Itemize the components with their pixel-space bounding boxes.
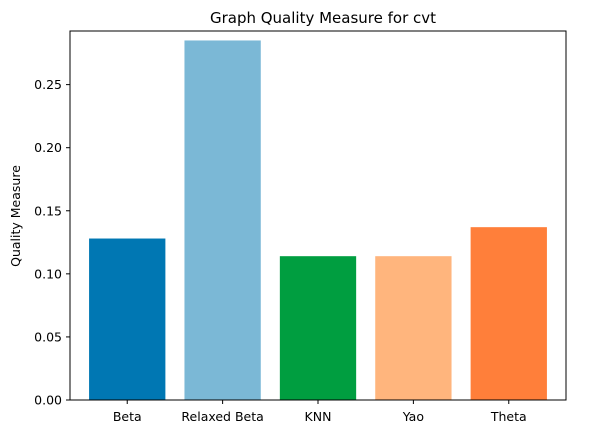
y-tick-label: 0.10 (34, 266, 62, 281)
bar-theta (470, 227, 547, 400)
x-axis-ticks: Beta Relaxed Beta KNN Yao Theta (113, 400, 527, 424)
x-tick-label: KNN (305, 409, 332, 424)
y-tick-label: 0.25 (34, 77, 62, 92)
y-axis-label: Quality Measure (8, 165, 23, 267)
bar-yao (375, 256, 452, 400)
chart-title: Graph Quality Measure for cvt (210, 9, 436, 27)
x-tick-label: Theta (490, 409, 527, 424)
x-tick-label: Beta (113, 409, 142, 424)
bar-knn (279, 256, 357, 400)
y-tick-label: 0.05 (34, 329, 62, 344)
bar-beta (89, 238, 166, 400)
bar-relaxed-beta (184, 40, 261, 400)
y-axis-ticks: 0.00 0.05 0.10 0.15 0.20 0.25 (34, 77, 70, 408)
y-tick-label: 0.20 (34, 140, 62, 155)
x-tick-label: Yao (402, 409, 424, 424)
y-tick-label: 0.15 (34, 203, 62, 218)
plot-frame (69, 30, 567, 401)
y-tick-label: 0.00 (34, 393, 62, 408)
bars-group (89, 40, 547, 400)
x-tick-label: Relaxed Beta (181, 409, 263, 424)
